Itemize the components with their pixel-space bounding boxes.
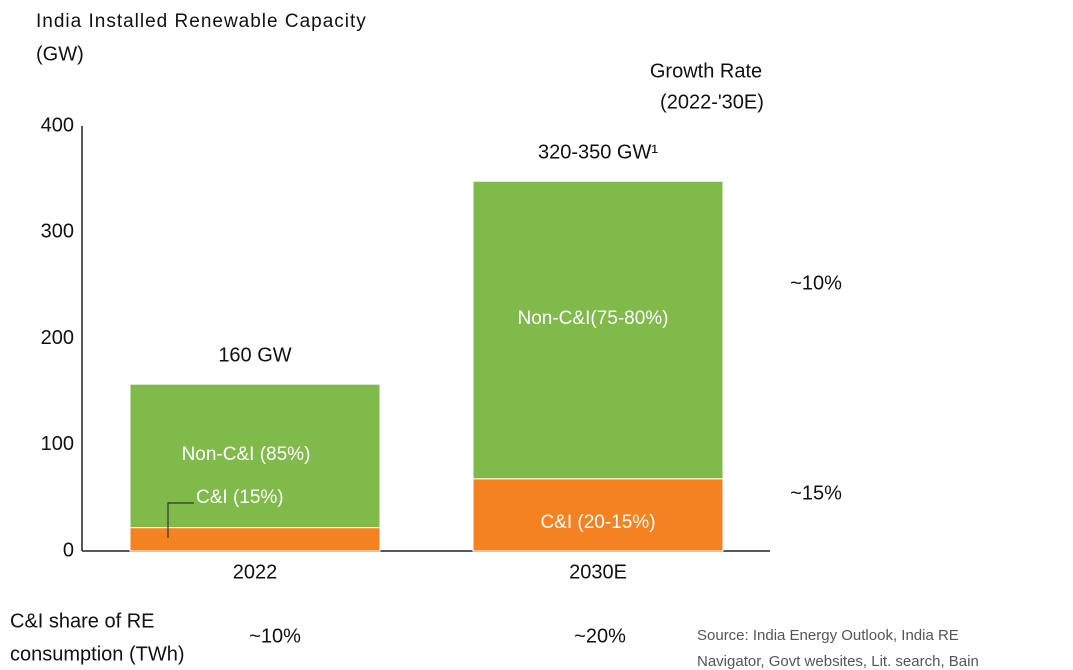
segment-label: Non-C&I(75-80%): [518, 308, 669, 329]
share-row-label: consumption (TWh): [10, 643, 185, 665]
source: Navigator, Govt websites, Lit. search, B…: [697, 653, 979, 670]
total-label: 160 GW: [218, 344, 291, 366]
segment-label: C&I (15%): [196, 487, 284, 508]
share-value: ~10%: [249, 625, 301, 647]
y-tick-label: 300: [41, 221, 74, 243]
y-tick-label: 400: [41, 114, 74, 136]
segment-label: Non-C&I (85%): [182, 444, 311, 465]
source: Source: India Energy Outlook, India RE: [697, 627, 959, 644]
y-axis-label: (GW): [36, 43, 84, 65]
growth-title: (2022-'30E): [660, 91, 764, 113]
bar-segment: [472, 478, 724, 552]
x-tick-label: 2022: [233, 561, 278, 583]
y-tick-label: 0: [63, 539, 74, 561]
bar-segment: [129, 383, 381, 529]
growth-label: ~15%: [790, 482, 842, 504]
growth-title: Growth Rate: [650, 60, 762, 82]
y-tick-label: 200: [41, 327, 74, 349]
share-value: ~20%: [574, 625, 626, 647]
leader-line: [167, 502, 194, 538]
bar-segment: [472, 180, 724, 480]
y-tick-label: 100: [41, 433, 74, 455]
chart-title: India Installed Renewable Capacity: [36, 11, 367, 32]
x-tick-label: 2030E: [569, 561, 627, 583]
growth-label: ~10%: [790, 272, 842, 294]
segment-label: C&I (20-15%): [540, 512, 655, 533]
share-row-label: C&I share of RE: [10, 610, 155, 632]
total-label: 320-350 GW¹: [538, 142, 658, 164]
